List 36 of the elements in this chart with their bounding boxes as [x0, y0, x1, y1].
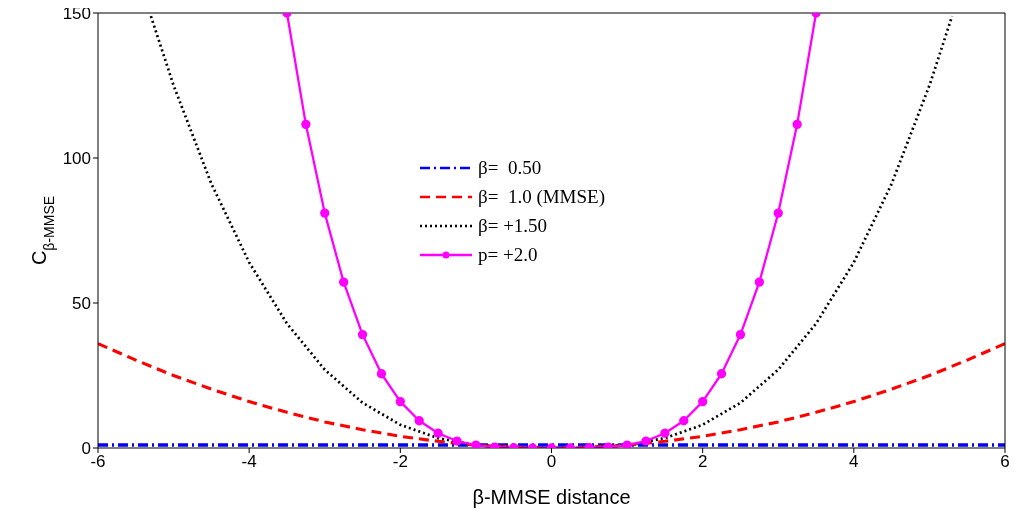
y-tick-label: 0 — [81, 439, 91, 459]
y-tick-label: 100 — [62, 149, 91, 169]
point — [622, 440, 632, 448]
point — [698, 396, 708, 407]
point — [376, 369, 387, 379]
point — [471, 440, 481, 448]
point — [433, 428, 443, 438]
point — [414, 416, 424, 426]
point — [641, 436, 651, 446]
x-tick-label: 0 — [546, 452, 557, 472]
point — [395, 396, 405, 407]
point — [660, 428, 670, 438]
legend-label: p= +2.0 — [478, 243, 538, 266]
point — [754, 277, 764, 287]
point — [339, 277, 349, 287]
y-tick-label: 150 — [62, 4, 91, 24]
point — [357, 329, 368, 340]
x-tick-label: 2 — [697, 452, 708, 472]
point — [452, 436, 462, 446]
legend-label: β= 1.0 (MMSE) — [478, 185, 605, 208]
x-tick-label: -2 — [392, 452, 408, 472]
point — [773, 208, 783, 218]
point — [679, 416, 689, 426]
legend-label: β= 0.50 — [478, 156, 542, 179]
point — [735, 329, 746, 340]
x-tick-label: -6 — [90, 452, 106, 472]
x-tick-label: 4 — [849, 452, 859, 472]
point — [301, 119, 311, 130]
x-axis-title: β-MMSE distance — [472, 486, 631, 508]
point — [716, 369, 727, 379]
x-tick-label: -4 — [241, 452, 257, 472]
point — [792, 119, 802, 130]
y-tick-label: 50 — [72, 294, 91, 314]
x-tick-label: 6 — [1000, 452, 1010, 472]
point — [320, 208, 330, 218]
legend-label: β= +1.50 — [478, 214, 548, 237]
